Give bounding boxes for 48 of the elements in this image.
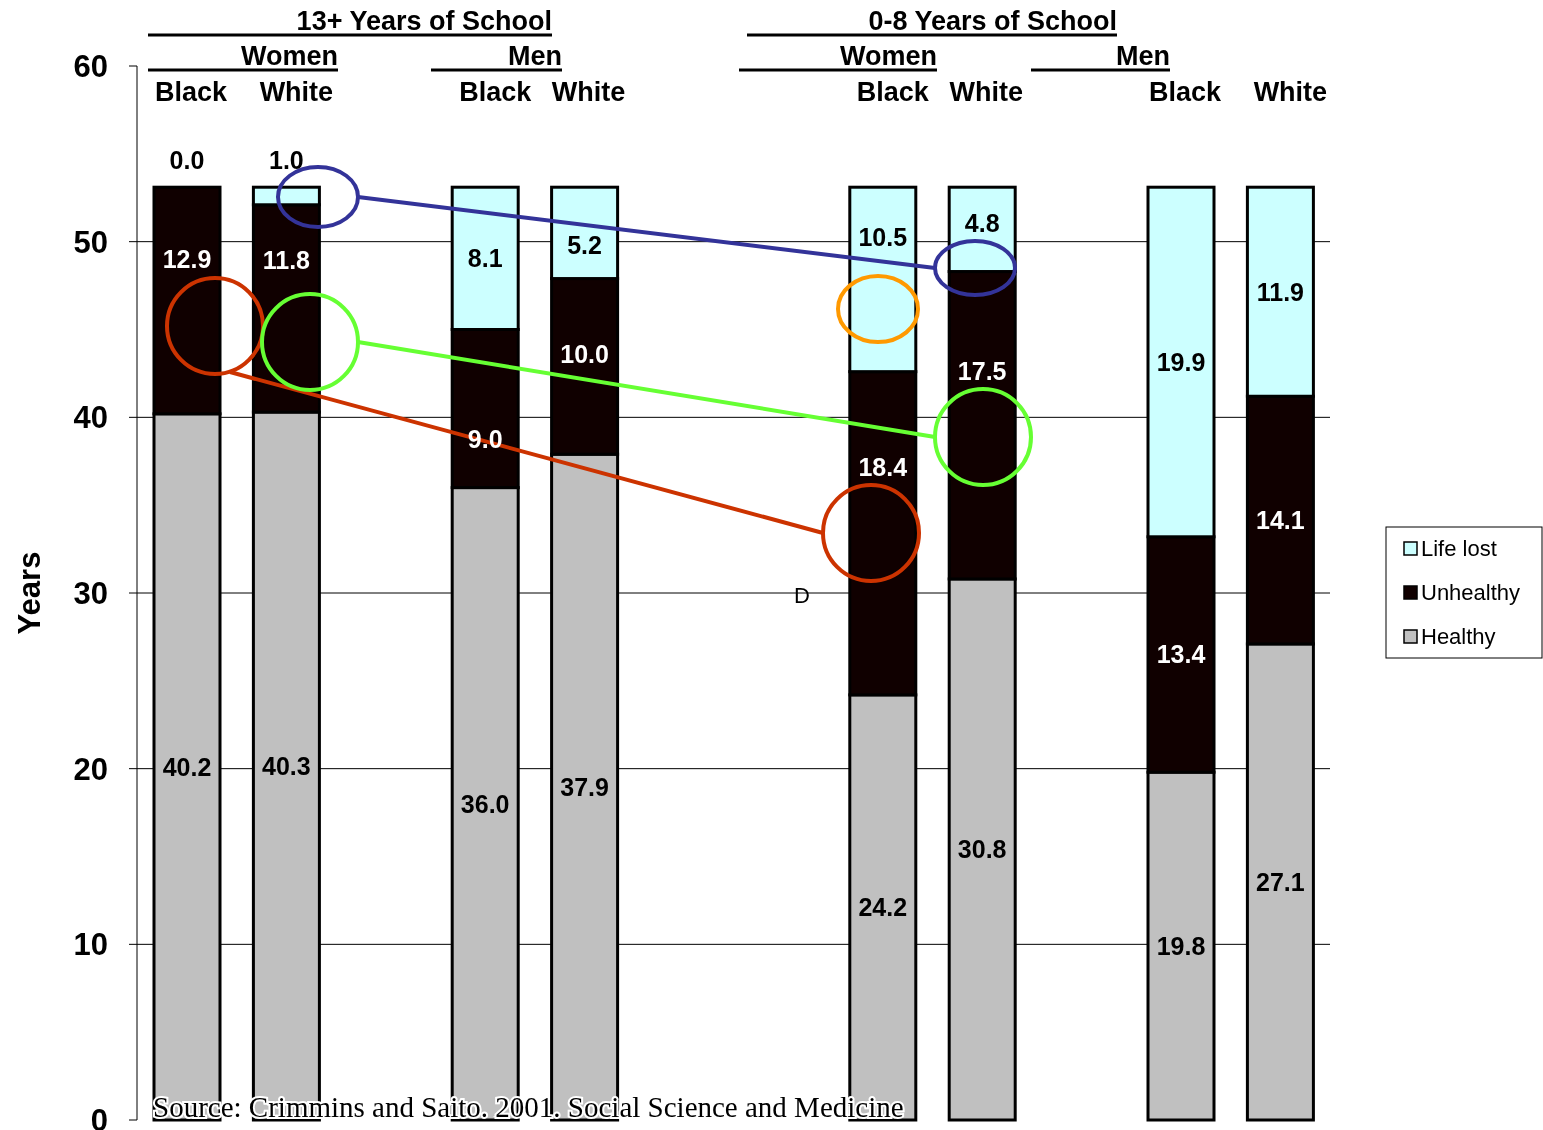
x-tick-label: White: [551, 77, 626, 107]
data-label: 8.1: [467, 244, 503, 273]
x-tick-label: Black: [1148, 77, 1222, 107]
data-label: 30.8: [957, 835, 1007, 864]
y-tick-label: 40: [73, 400, 108, 436]
data-label: 0.0: [169, 146, 205, 175]
text: 13+ Years of School: [296, 6, 552, 36]
annotation: Men: [1116, 41, 1170, 71]
x-tick-label: White: [259, 77, 334, 107]
data-label: 14.1: [1256, 506, 1305, 535]
annotation: Women: [839, 41, 937, 71]
data-label: 24.2: [858, 893, 908, 922]
data-label: 11.9: [1256, 277, 1305, 306]
annotation: D: [794, 583, 810, 608]
data-label: 11.8: [262, 246, 311, 275]
data-label: 40.3: [262, 752, 311, 781]
y-tick-label: 30: [73, 576, 108, 611]
data-label: 12.9: [162, 244, 212, 273]
x-tick-label: Black: [459, 77, 533, 107]
data-label: 17.5: [957, 357, 1007, 386]
data-label: 19.8: [1156, 932, 1206, 961]
x-tick-label: White: [1253, 77, 1328, 107]
x-tick-label: White: [949, 77, 1023, 107]
y-tick-label: 20: [73, 751, 108, 787]
data-label: 13.4: [1156, 640, 1206, 669]
y-axis-title: Years: [12, 551, 47, 635]
data-label: 27.1: [1256, 867, 1305, 896]
legend-label: Unhealthy: [1421, 580, 1521, 605]
data-label: 4.8: [964, 209, 1000, 238]
text: 0-8 Years of School: [868, 6, 1117, 36]
data-label: 5.2: [567, 230, 602, 259]
y-tick-label: 10: [73, 927, 108, 963]
data-label: 19.9: [1156, 348, 1206, 376]
data-label: 40.2: [162, 752, 212, 781]
legend-label: Life lost: [1421, 536, 1497, 561]
data-label: 36.0: [460, 789, 510, 818]
data-label: 18.4: [858, 453, 908, 482]
data-label: 10.5: [858, 223, 908, 252]
x-tick-label: Black: [154, 77, 228, 107]
data-label: 1.0: [269, 146, 304, 175]
legend-label: Healthy: [1421, 624, 1496, 649]
y-tick-label: 50: [73, 224, 108, 260]
annotation: Men: [508, 41, 562, 71]
annotation: Women: [240, 41, 338, 71]
y-tick-label: 60: [73, 49, 108, 84]
x-tick-label: Black: [856, 77, 930, 107]
data-label: 10.0: [560, 340, 609, 369]
data-label: 37.9: [560, 773, 609, 802]
